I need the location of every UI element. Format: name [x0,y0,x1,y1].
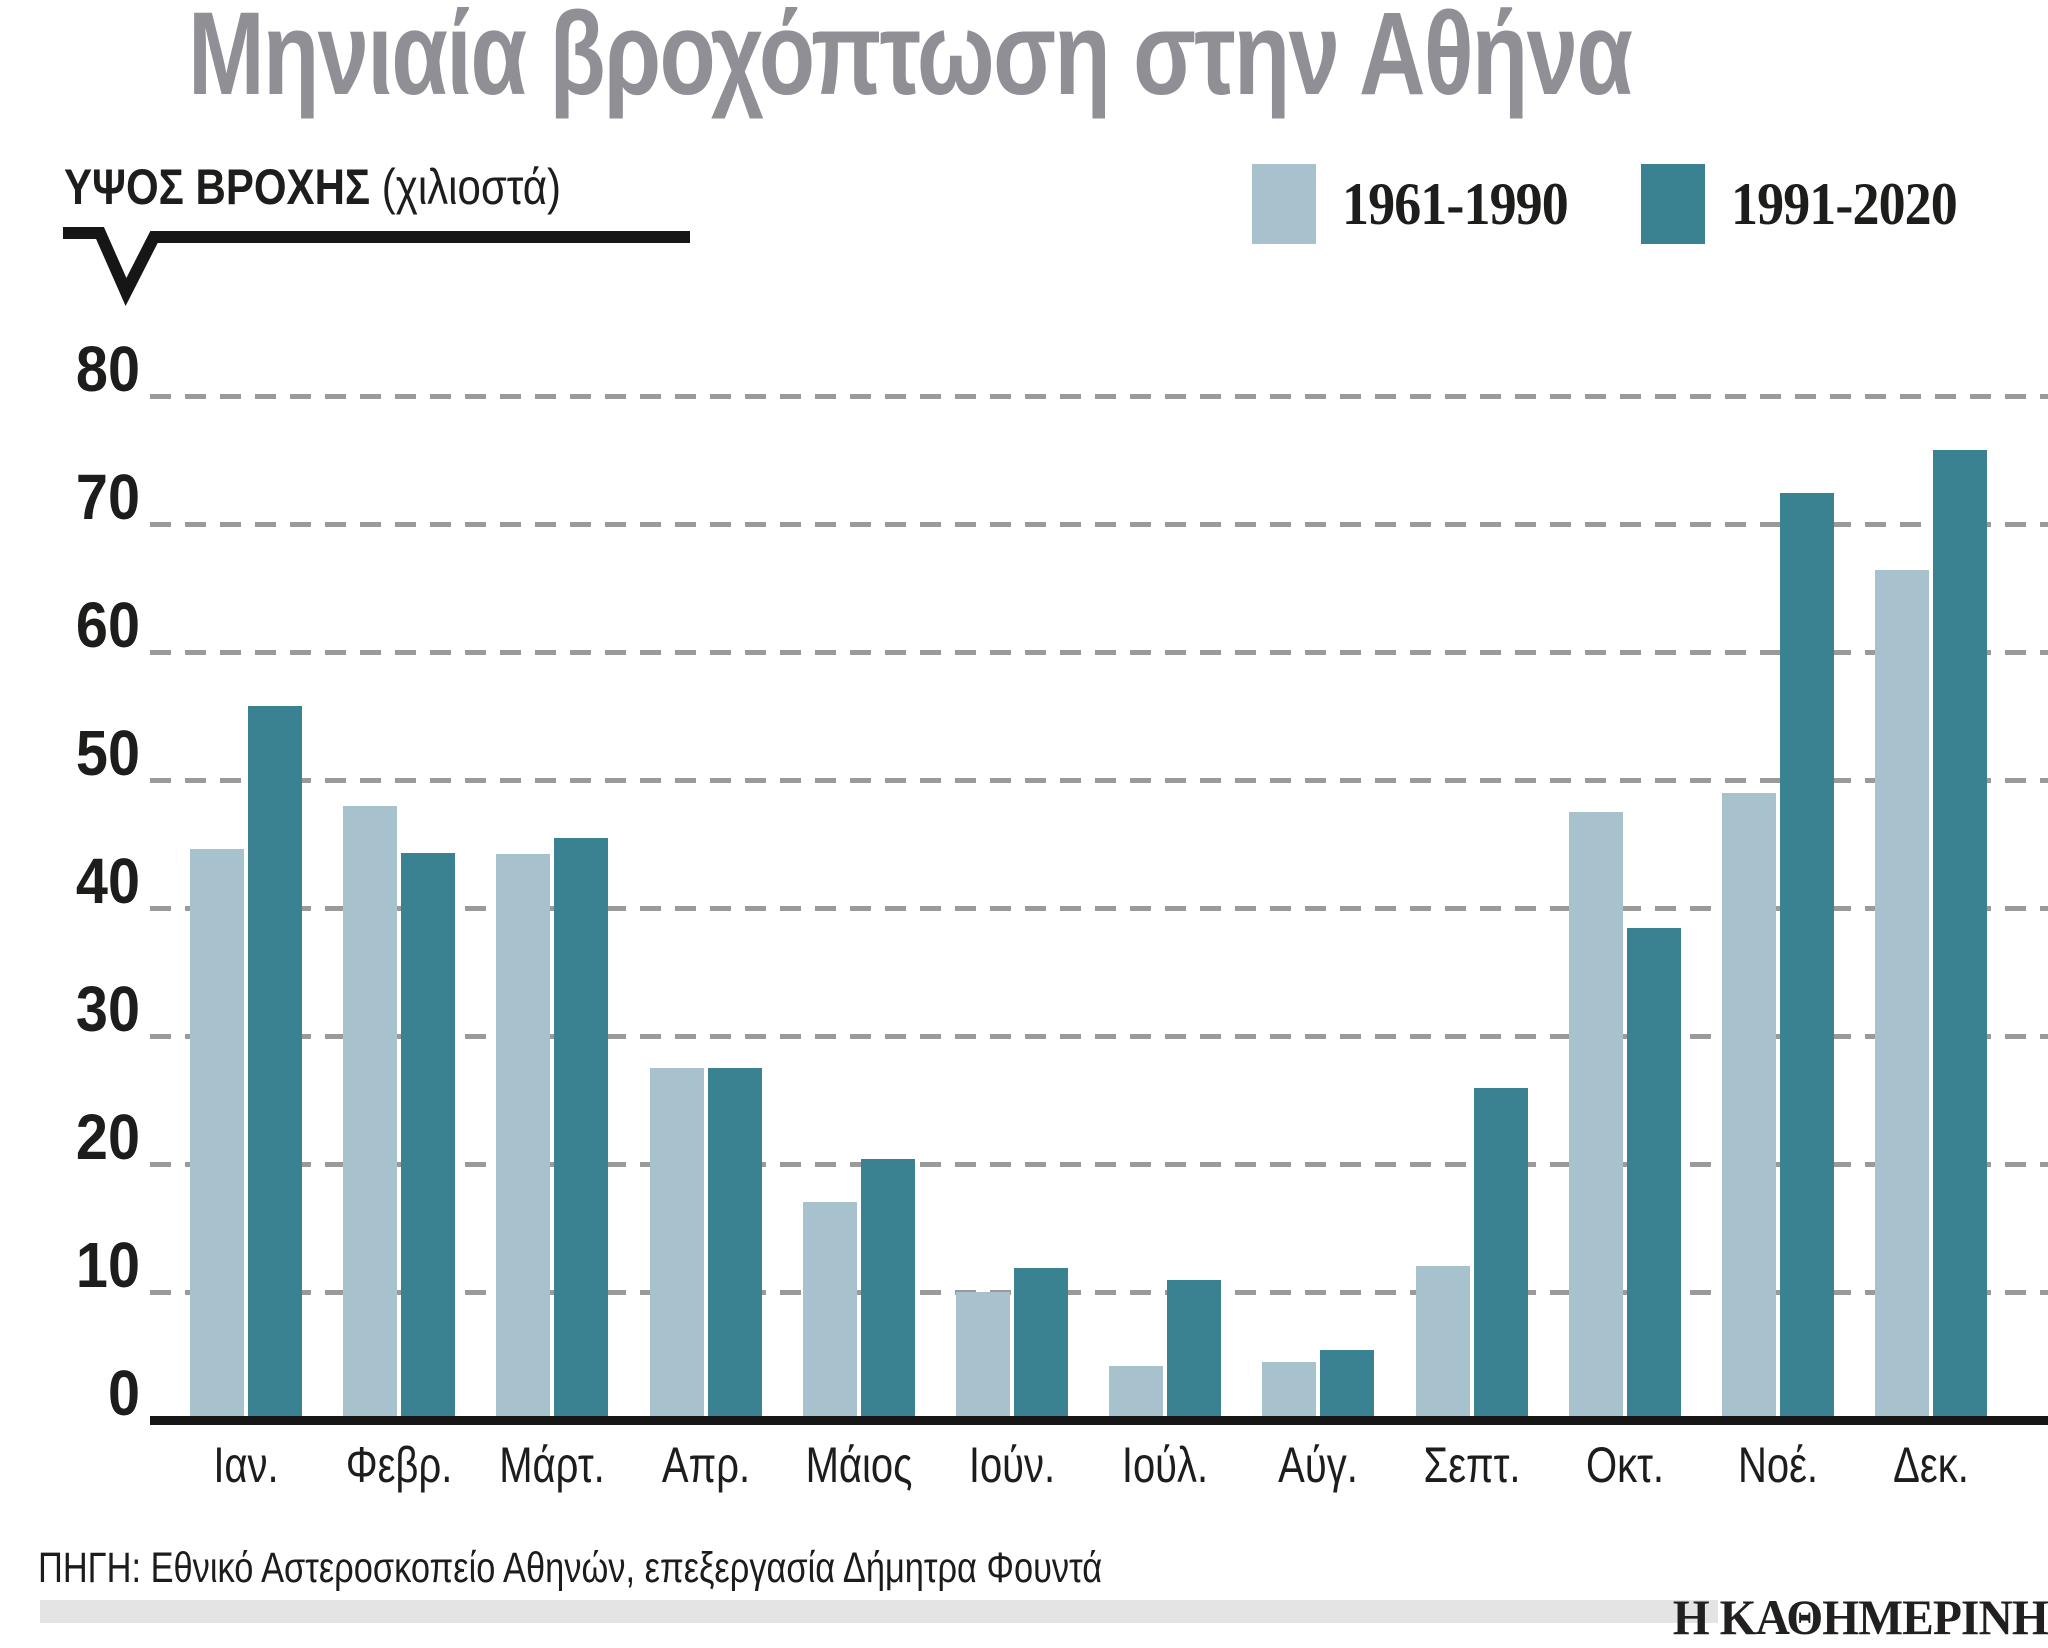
bar-1961-1990-Φεβρ. [343,806,398,1420]
y-tick-20: 20 [75,1101,140,1173]
x-label-Φεβρ.: Φεβρ. [345,1437,453,1493]
bar-1991-2020-Οκτ. [1626,928,1681,1420]
x-label-Μάρτ.: Μάρτ. [499,1437,606,1493]
gridline-80 [150,394,2048,399]
bar-1961-1990-Ιούλ. [1109,1366,1164,1420]
bar-1961-1990-Νοέ. [1722,793,1776,1420]
x-axis-labels: Ιαν. Φεβρ. Μάρτ. Απρ. Μάιος Ιούν. Ιούλ. Αύγ. Σεπ… [0,1436,2048,1506]
bar-1991-2020-Φεβρ. [401,853,456,1420]
gridline-40 [150,906,2048,911]
bar-1991-2020-Μάιος [860,1159,915,1420]
y-tick-50: 50 [75,717,140,789]
y-tick-60: 60 [75,589,140,661]
gridline-30 [150,1034,2048,1039]
x-label-Απρ.: Απρ. [661,1437,750,1493]
y-axis-title-main: ΥΨΟΣ ΒΡΟΧΗΣ [64,159,371,215]
chart-title: Μηνιαία βροχόπτωση στην Αθήνα [188,0,1633,120]
axis-callout-line [63,227,690,306]
bar-1991-2020-Σεπτ. [1473,1088,1528,1420]
bar-1991-2020-Ιούλ. [1167,1280,1222,1420]
bar-1991-2020-Αύγ. [1320,1350,1375,1420]
legend-item-1991-2020: 1991-2020 [1641,164,1982,244]
gridline-60 [150,650,2048,655]
bar-1961-1990-Μάιος [802,1202,857,1420]
bar-1991-2020-Δεκ. [1933,450,1988,1420]
legend-swatch-1991-2020 [1641,164,1706,244]
gridline-20 [150,1162,2048,1167]
x-axis-baseline [150,1416,2048,1425]
bar-1961-1990-Ιούν. [956,1292,1010,1420]
bar-1991-2020-Απρ. [707,1068,762,1420]
x-label-Ιούν.: Ιούν. [968,1437,1056,1493]
y-tick-40: 40 [75,845,140,917]
y-tick-10: 10 [75,1229,140,1301]
bar-1961-1990-Αύγ. [1262,1362,1317,1420]
x-label-Δεκ.: Δεκ. [1893,1437,1970,1493]
legend-item-1961-1990: 1961-1990 [1252,164,1593,244]
plot-area: 0 10 20 30 40 50 60 70 80 [0,336,2048,1426]
y-tick-70: 70 [75,461,140,533]
bar-1961-1990-Μάρτ. [496,854,551,1420]
source-note: ΠΗΓΗ: Εθνικό Αστεροσκοπείο Αθηνών, επεξε… [38,1544,1103,1592]
bar-1991-2020-Ιαν. [248,706,302,1420]
bar-1991-2020-Νοέ. [1780,493,1834,1420]
bar-1961-1990-Ιαν. [190,849,244,1420]
x-label-Ιαν.: Ιαν. [213,1437,279,1493]
x-label-Νοέ.: Νοέ. [1737,1437,1819,1493]
y-tick-0: 0 [107,1357,140,1429]
bar-1991-2020-Ιούν. [1014,1268,1068,1420]
legend-label-1961-1990: 1961-1990 [1342,170,1569,237]
bar-1961-1990-Απρ. [649,1068,704,1420]
bar-1991-2020-Μάρτ. [554,838,609,1420]
gridline-70 [150,522,2048,527]
publisher-logo: Η ΚΑΘΗΜΕΡΙΝΗ [1672,1589,2048,1645]
y-axis-title: ΥΨΟΣ ΒΡΟΧΗΣ (χιλιοστά) [64,158,561,216]
bar-1961-1990-Δεκ. [1875,570,1930,1420]
x-label-Οκτ.: Οκτ. [1585,1437,1664,1493]
legend: 1961-1990 1991-2020 [1252,164,1982,244]
bar-1961-1990-Οκτ. [1568,812,1623,1420]
legend-label-1991-2020: 1991-2020 [1731,170,1958,237]
footer-divider [40,1600,1718,1623]
x-label-Μάιος: Μάιος [805,1437,913,1493]
y-tick-80: 80 [75,333,140,405]
gridline-50 [150,778,2048,783]
x-label-Ιούλ.: Ιούλ. [1122,1437,1209,1493]
bar-1961-1990-Σεπτ. [1415,1266,1470,1420]
y-tick-30: 30 [75,973,140,1045]
y-axis-title-unit: (χιλιοστά) [381,159,562,215]
x-label-Αύγ.: Αύγ. [1278,1437,1359,1493]
legend-swatch-1961-1990 [1252,164,1317,244]
x-label-Σεπτ.: Σεπτ. [1423,1437,1521,1493]
gridline-10 [150,1290,2048,1295]
